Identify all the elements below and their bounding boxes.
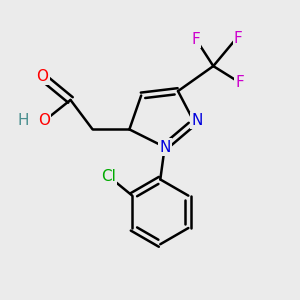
Text: O: O	[38, 113, 50, 128]
Text: Cl: Cl	[101, 169, 116, 184]
Text: O: O	[37, 69, 49, 84]
Text: F: F	[191, 32, 200, 47]
Text: H: H	[18, 113, 29, 128]
Text: N: N	[191, 113, 203, 128]
Text: N: N	[159, 140, 170, 154]
Text: F: F	[236, 75, 244, 90]
Text: F: F	[234, 31, 243, 46]
